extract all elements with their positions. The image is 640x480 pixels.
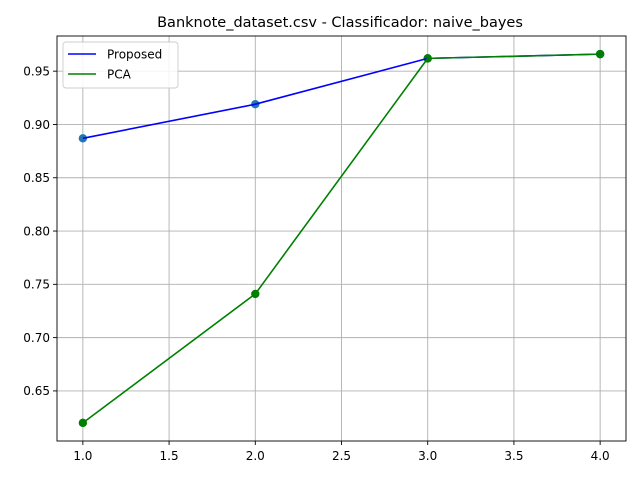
x-tick-label: 3.0 bbox=[418, 449, 437, 463]
legend: Proposed PCA bbox=[62, 41, 179, 89]
x-tick-label: 4.0 bbox=[591, 449, 610, 463]
tick-layer: 1.0 1.5 2.0 2.5 3.0 3.5 4.0 0.65 0.70 0.75 0.80 0.8… bbox=[23, 64, 609, 463]
legend-label-pca: PCA bbox=[107, 67, 132, 81]
y-tick-label: 0.75 bbox=[23, 278, 50, 292]
grid-layer bbox=[57, 36, 626, 441]
legend-label-proposed: Proposed bbox=[107, 47, 162, 61]
x-tick-label: 3.5 bbox=[504, 449, 523, 463]
chart-title: Banknote_dataset.csv - Classificador: na… bbox=[157, 15, 523, 31]
x-tick-label: 1.5 bbox=[160, 449, 179, 463]
y-tick-label: 0.95 bbox=[23, 64, 50, 78]
y-tick-label: 0.70 bbox=[23, 331, 50, 345]
x-tick-label: 2.0 bbox=[246, 449, 265, 463]
x-tick-label: 1.0 bbox=[73, 449, 92, 463]
y-tick-label: 0.90 bbox=[23, 118, 50, 132]
series-layer bbox=[78, 49, 605, 428]
y-tick-label: 0.85 bbox=[23, 171, 50, 185]
y-tick-label: 0.65 bbox=[23, 384, 50, 398]
x-tick-label: 2.5 bbox=[332, 449, 351, 463]
pca-line bbox=[82, 53, 601, 424]
y-tick-label: 0.80 bbox=[23, 224, 50, 238]
